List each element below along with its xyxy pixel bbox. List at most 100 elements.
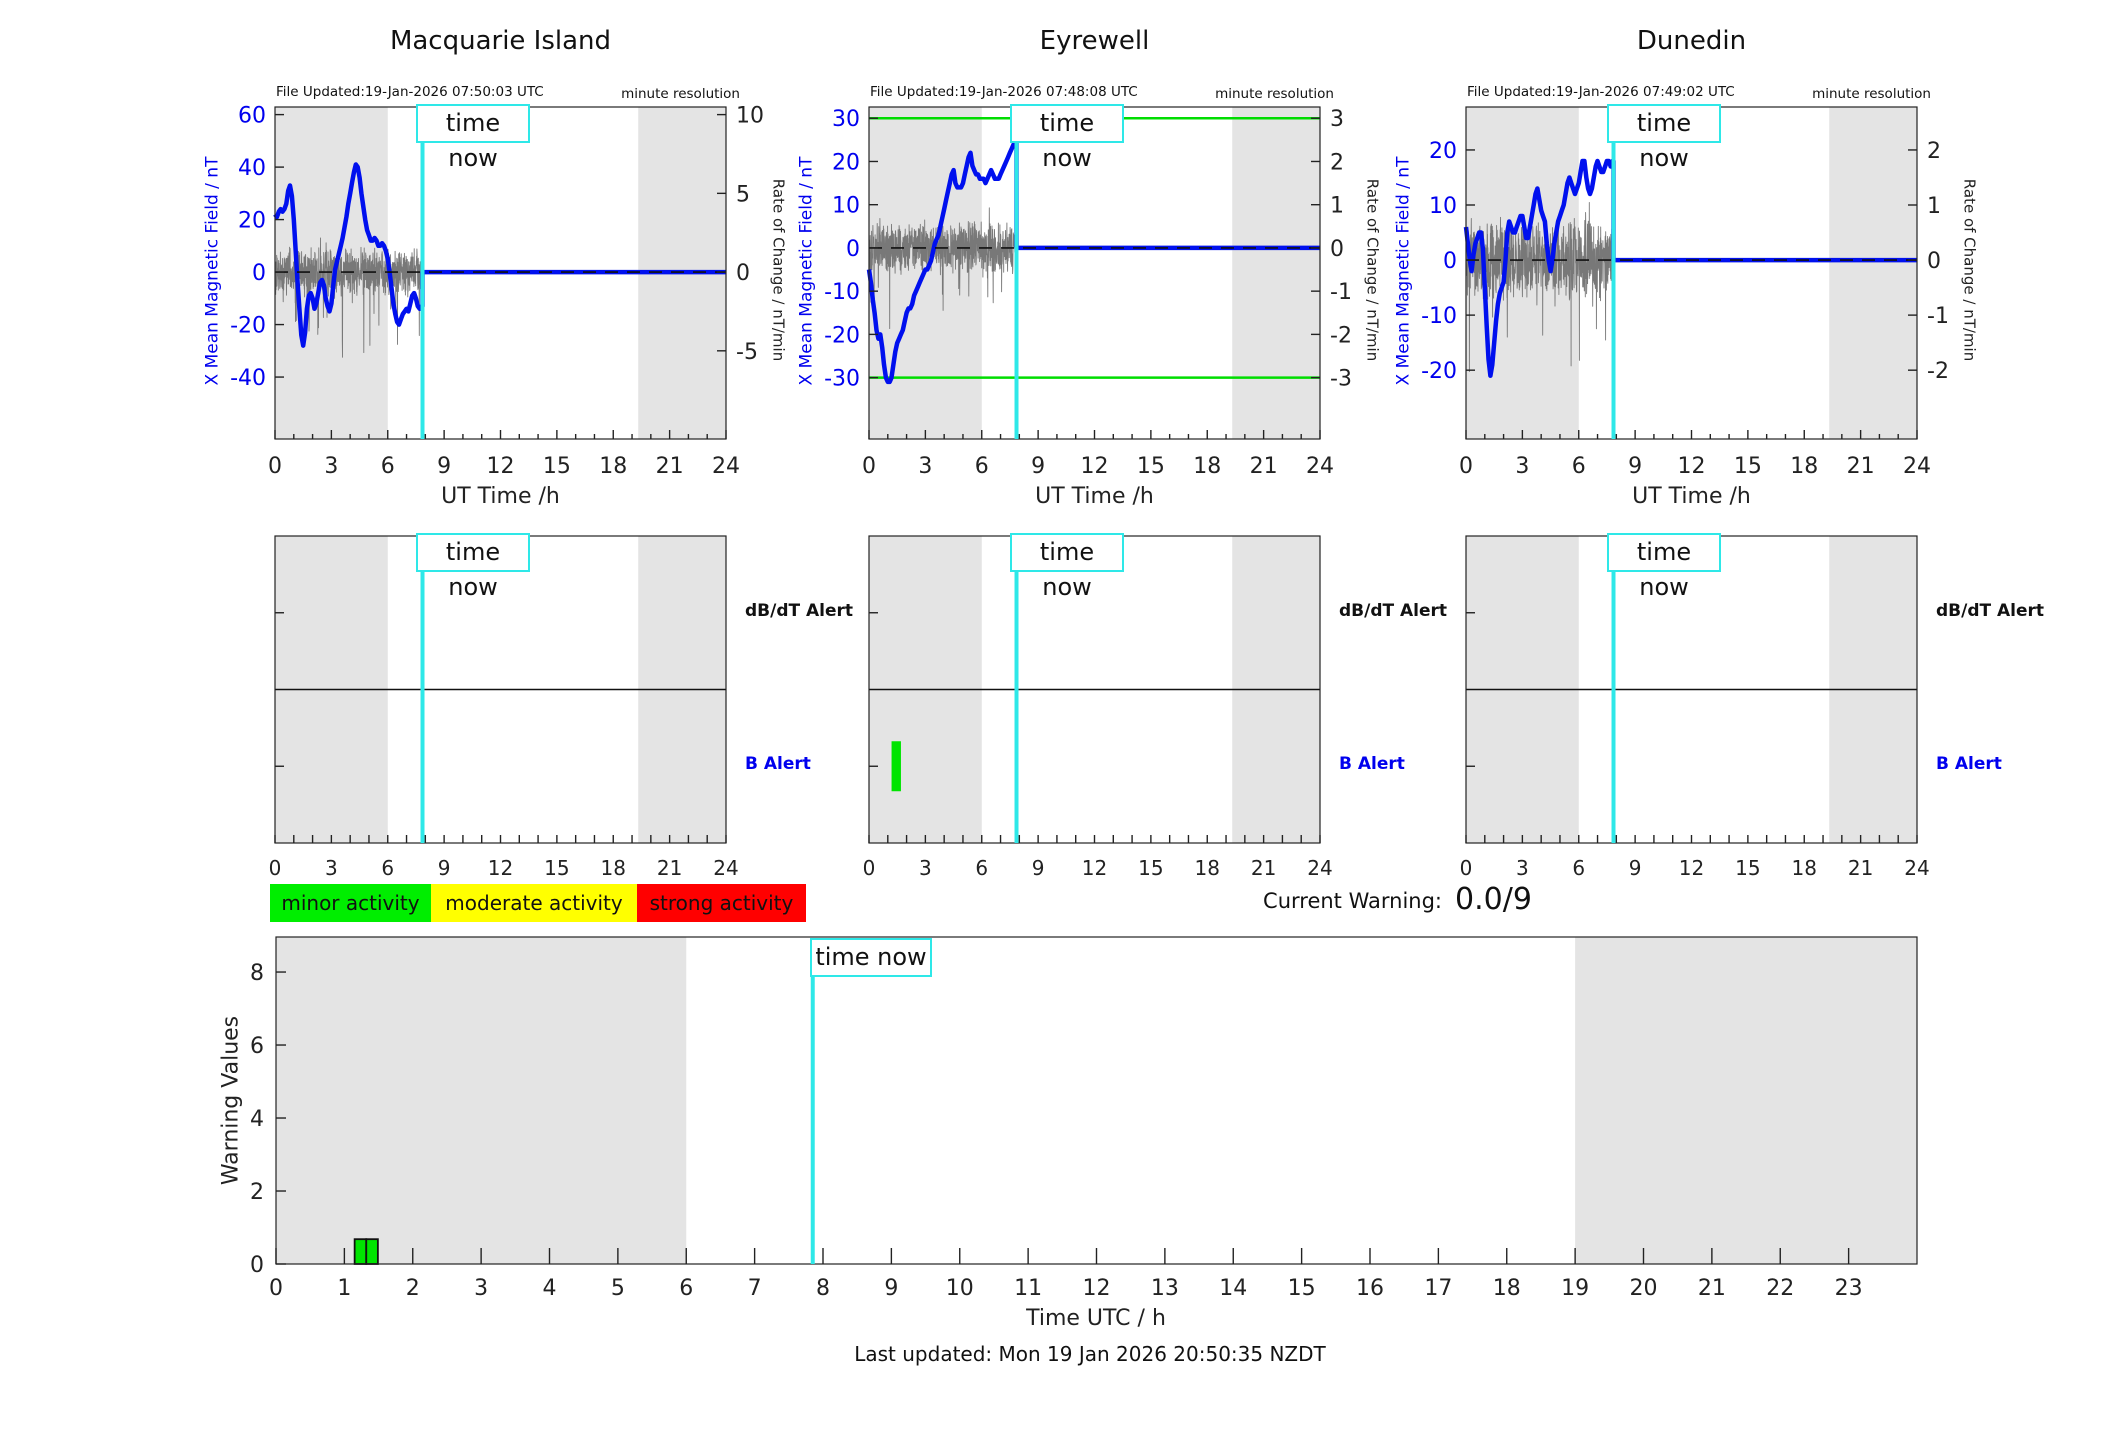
x-tick-label: 22: [1766, 1276, 1794, 1301]
x-tick-label: 21: [656, 454, 684, 479]
y-tick-label-left: -20: [1421, 359, 1457, 384]
y-tick-label-right: 0: [1330, 237, 1344, 262]
x-tick-label: 24: [713, 856, 738, 880]
x-tick-label: 21: [1250, 454, 1278, 479]
x-tick-label: 18: [1195, 856, 1220, 880]
x-tick-label: 15: [1288, 1276, 1316, 1301]
x-tick-label: 0: [269, 1276, 283, 1301]
x-tick-label: 18: [601, 856, 626, 880]
x-tick-label: 1: [337, 1276, 351, 1301]
night-shade: [1232, 107, 1320, 439]
x-tick-label: 18: [1193, 454, 1221, 479]
y-tick-label-right: 2: [1330, 150, 1344, 175]
y-tick-label-right: -1: [1330, 280, 1352, 305]
y-tick-label-left: 60: [238, 104, 266, 129]
plot-border: [275, 936, 1918, 1265]
x-tick-label: 12: [1082, 856, 1107, 880]
mean-field-trace: [273, 162, 726, 348]
y-tick-label-left: -10: [824, 280, 860, 305]
warning-bar: [365, 1238, 379, 1265]
y-tick-label-left: 20: [238, 209, 266, 234]
x-tick-label: 7: [748, 1276, 762, 1301]
x-tick-label: 24: [1904, 856, 1929, 880]
x-tick-label: 18: [1792, 856, 1817, 880]
x-tick-label: 13: [1151, 1276, 1179, 1301]
x-tick-label: 15: [1734, 454, 1762, 479]
y-tick-label-right: 3: [1330, 107, 1344, 132]
x-tick-label: 6: [381, 454, 395, 479]
x-tick-label: 9: [1628, 454, 1642, 479]
x-tick-label: 0: [862, 454, 876, 479]
x-tick-label: 14: [1219, 1276, 1247, 1301]
legend-minor-activity: minor activity: [270, 884, 431, 922]
rate-of-change-trace: [1465, 202, 1614, 373]
x-tick-label: 19: [1561, 1276, 1589, 1301]
x-tick-label: 21: [1698, 1276, 1726, 1301]
warning-values-axis-label: Warning Values: [218, 1015, 244, 1186]
x-tick-label: 0: [269, 856, 282, 880]
y-tick-label-left: -20: [230, 314, 266, 339]
x-tick-label: 18: [1790, 454, 1818, 479]
y-tick-label: 6: [250, 1034, 264, 1059]
x-tick-label: 0: [1459, 454, 1473, 479]
x-tick-label: 24: [1307, 856, 1332, 880]
x-tick-label: 15: [1138, 856, 1163, 880]
x-tick-label: 24: [1903, 454, 1931, 479]
x-tick-label: 12: [1678, 454, 1706, 479]
current-warning-value: 0.0/9: [1455, 882, 1532, 917]
x-tick-label: 9: [438, 856, 451, 880]
mean-field-trace: [1463, 158, 1917, 378]
x-tick-label: 5: [611, 1276, 625, 1301]
x-tick-label: 9: [1032, 856, 1045, 880]
x-tick-label: 8: [816, 1276, 830, 1301]
y-tick-label-right: -5: [736, 340, 758, 365]
x-tick-label: 3: [325, 856, 338, 880]
x-tick-label: 3: [919, 856, 932, 880]
x-tick-label: 21: [657, 856, 682, 880]
y-tick-label-left: 20: [1429, 139, 1457, 164]
y-tick-label-left: 0: [1443, 249, 1457, 274]
x-tick-label: 17: [1424, 1276, 1452, 1301]
x-tick-label: 12: [1081, 454, 1109, 479]
x-tick-label: 6: [1572, 856, 1585, 880]
y-tick-label-right: 0: [736, 261, 750, 286]
x-tick-label: 9: [1629, 856, 1642, 880]
x-tick-label: 21: [1251, 856, 1276, 880]
x-tick-label: 3: [474, 1276, 488, 1301]
x-tick-label: 3: [324, 454, 338, 479]
x-tick-label: 4: [543, 1276, 557, 1301]
y-tick-label-left: -30: [824, 367, 860, 392]
y-tick-label-right: -2: [1330, 323, 1352, 348]
y-tick-label: 2: [250, 1180, 264, 1205]
x-tick-label: 0: [268, 454, 282, 479]
mean-field-trace: [866, 137, 1320, 385]
x-tick-label: 6: [1572, 454, 1586, 479]
x-tick-label: 3: [1516, 856, 1529, 880]
y-tick-label-right: -1: [1927, 304, 1949, 329]
x-tick-label: 3: [1515, 454, 1529, 479]
y-tick-label-left: 0: [252, 261, 266, 286]
y-tick-label-right: 10: [736, 104, 764, 129]
y-tick-label-left: 30: [832, 107, 860, 132]
x-tick-label: 18: [599, 454, 627, 479]
y-tick-label: 8: [250, 961, 264, 986]
x-tick-label: 12: [1083, 1276, 1111, 1301]
y-tick-label: 4: [250, 1107, 264, 1132]
night-shade: [1829, 107, 1917, 439]
y-tick-label-left: 0: [846, 237, 860, 262]
x-tick-label: 16: [1356, 1276, 1384, 1301]
y-tick-label-left: 40: [238, 156, 266, 181]
night-shade: [276, 937, 687, 1264]
y-tick-label-right: -3: [1330, 367, 1352, 392]
x-tick-label: 20: [1630, 1276, 1658, 1301]
x-tick-label: 3: [918, 454, 932, 479]
x-tick-label: 6: [975, 454, 989, 479]
time-utc-axis-label: Time UTC / h: [1026, 1306, 1166, 1331]
y-tick-label-left: -10: [1421, 304, 1457, 329]
last-updated-footer: Last updated: Mon 19 Jan 2026 20:50:35 N…: [854, 1342, 1326, 1366]
x-tick-label: 0: [863, 856, 876, 880]
x-tick-label: 0: [1460, 856, 1473, 880]
x-tick-label: 21: [1848, 856, 1873, 880]
